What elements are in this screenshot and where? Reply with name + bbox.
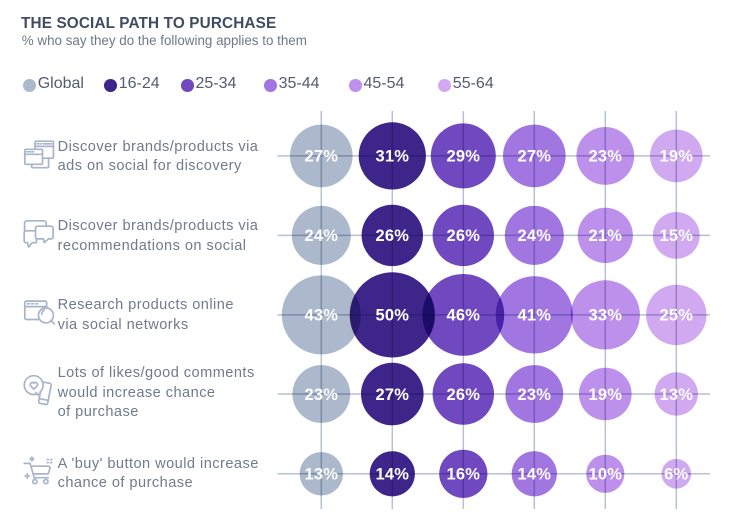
svg-text:13%: 13% <box>659 386 693 404</box>
svg-text:24%: 24% <box>517 227 551 245</box>
svg-text:41%: 41% <box>517 307 551 325</box>
svg-text:46%: 46% <box>446 307 480 325</box>
svg-text:27%: 27% <box>517 148 551 166</box>
svg-text:26%: 26% <box>446 227 480 245</box>
svg-text:14%: 14% <box>517 466 551 484</box>
svg-text:26%: 26% <box>446 386 480 404</box>
svg-text:29%: 29% <box>446 148 480 166</box>
svg-text:25%: 25% <box>659 307 693 325</box>
svg-text:50%: 50% <box>375 307 409 325</box>
svg-text:10%: 10% <box>588 466 622 484</box>
svg-text:27%: 27% <box>304 148 338 166</box>
svg-text:23%: 23% <box>517 386 551 404</box>
svg-text:13%: 13% <box>304 466 338 484</box>
svg-text:19%: 19% <box>588 386 622 404</box>
svg-text:6%: 6% <box>664 466 688 484</box>
svg-text:23%: 23% <box>304 386 338 404</box>
svg-text:31%: 31% <box>375 148 409 166</box>
svg-text:27%: 27% <box>375 386 409 404</box>
svg-text:23%: 23% <box>588 148 622 166</box>
svg-text:19%: 19% <box>659 148 693 166</box>
svg-text:26%: 26% <box>375 227 409 245</box>
svg-text:16%: 16% <box>446 466 480 484</box>
svg-text:14%: 14% <box>375 466 409 484</box>
svg-text:33%: 33% <box>588 307 622 325</box>
svg-text:24%: 24% <box>304 227 338 245</box>
svg-text:43%: 43% <box>304 307 338 325</box>
svg-text:15%: 15% <box>659 227 693 245</box>
svg-text:21%: 21% <box>588 227 622 245</box>
